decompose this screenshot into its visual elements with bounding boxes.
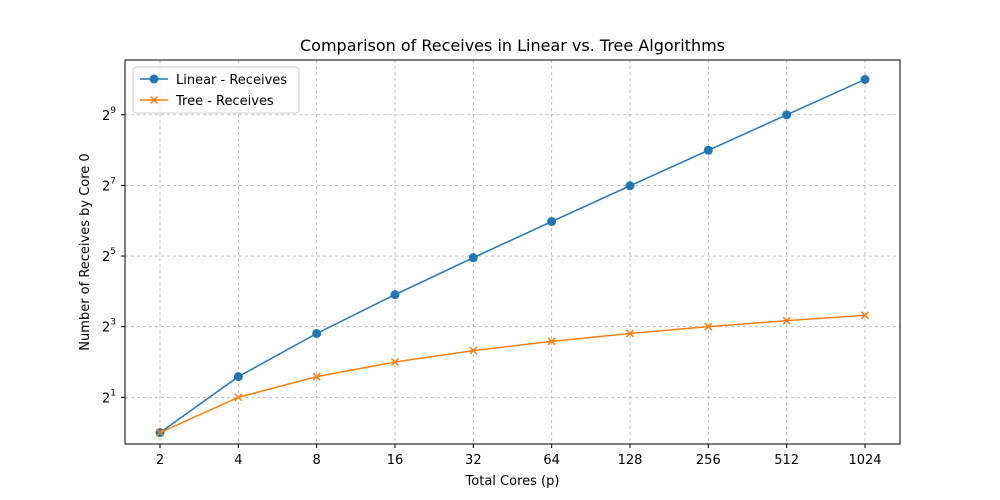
x-tick-label: 1024 xyxy=(848,453,881,468)
x-tick-label: 512 xyxy=(774,453,799,468)
data-point xyxy=(625,329,635,338)
data-point xyxy=(547,337,556,346)
y-axis-label: Number of Receives by Core 0 xyxy=(78,153,93,350)
data-point xyxy=(233,372,243,382)
series-layer xyxy=(155,75,870,438)
x-tick-label: 16 xyxy=(387,453,404,468)
y-axis-ticks: 21 23 25 27 29 xyxy=(102,106,125,406)
data-point xyxy=(390,290,400,300)
x-tick-label: 256 xyxy=(696,453,721,468)
data-point xyxy=(703,145,713,155)
data-point xyxy=(704,322,713,331)
data-point xyxy=(782,316,791,325)
series-tree xyxy=(155,311,870,437)
data-point xyxy=(312,328,322,338)
data-point xyxy=(469,346,478,355)
x-axis-label: Total Cores (p) xyxy=(465,474,560,489)
data-point xyxy=(468,253,478,263)
legend-box xyxy=(132,66,300,114)
y-tick-label: 25 xyxy=(102,247,116,265)
x-axis-ticks: 2 4 8 16 32 64 128 256 512 1024 xyxy=(156,444,882,468)
data-point xyxy=(625,181,635,191)
data-point xyxy=(390,357,400,367)
y-tick-label: 23 xyxy=(102,318,116,336)
y-tick-label: 21 xyxy=(102,388,116,406)
series-line xyxy=(159,314,866,434)
data-point xyxy=(234,393,243,402)
x-tick-label: 64 xyxy=(543,453,560,468)
data-point xyxy=(155,428,165,437)
data-point xyxy=(782,110,792,120)
legend-label: Linear - Receives xyxy=(176,73,287,88)
x-tick-label: 32 xyxy=(465,453,482,468)
data-point xyxy=(860,75,870,85)
data-point xyxy=(547,217,557,227)
data-point xyxy=(860,311,870,320)
x-tick-label: 128 xyxy=(618,453,643,468)
legend: Linear - Receives Tree - Receives xyxy=(132,66,300,114)
legend-entry: Linear - Receives xyxy=(140,73,287,88)
x-tick-label: 4 xyxy=(234,453,242,468)
data-point xyxy=(312,372,321,381)
legend-entry: Tree - Receives xyxy=(140,94,274,109)
plot-frame xyxy=(124,59,901,445)
x-tick-label: 2 xyxy=(156,453,164,468)
chart-title: Comparison of Receives in Linear vs. Tre… xyxy=(300,36,725,55)
y-tick-label: 29 xyxy=(102,106,116,124)
legend-marker xyxy=(149,95,159,105)
series-line xyxy=(159,78,866,434)
legend-marker xyxy=(149,74,159,84)
y-tick-label: 27 xyxy=(102,176,116,194)
x-tick-label: 8 xyxy=(313,453,321,468)
legend-label: Tree - Receives xyxy=(175,94,274,109)
